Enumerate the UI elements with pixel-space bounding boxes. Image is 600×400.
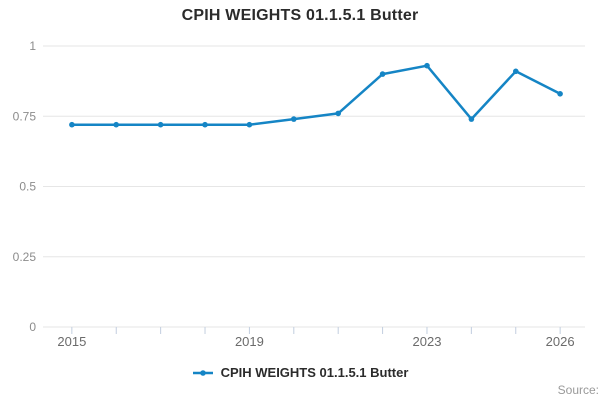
data-point-marker: [202, 121, 208, 128]
data-point-marker: [113, 121, 119, 128]
legend-dot: [199, 369, 206, 376]
legend-line-marker-icon: [192, 369, 213, 376]
y-tick-label: 0.25: [13, 250, 37, 264]
data-point-marker: [69, 121, 75, 128]
data-point-marker: [157, 121, 164, 128]
x-tick-label: 2015: [57, 334, 86, 349]
data-point-marker: [335, 110, 342, 117]
x-tick-label: 2026: [546, 334, 575, 349]
source-note: Source:: [557, 383, 599, 397]
chart-title: CPIH WEIGHTS 01.1.5.1 Butter: [181, 7, 419, 24]
x-tick-label: 2019: [235, 334, 264, 349]
legend-label: CPIH WEIGHTS 01.1.5.1 Butter: [220, 365, 409, 380]
y-tick-label: 1: [29, 39, 36, 53]
x-tick-label: 2023: [413, 334, 442, 349]
data-point-marker: [291, 116, 297, 122]
line-series: [70, 64, 562, 126]
y-tick-label: 0.75: [13, 109, 37, 123]
y-tick-label: 0: [29, 320, 36, 334]
data-point-marker: [557, 91, 563, 97]
data-point-marker: [513, 68, 519, 75]
legend: CPIH WEIGHTS 01.1.5.1 Butter: [0, 365, 600, 380]
y-tick-label: 0.5: [19, 180, 36, 194]
data-point-marker: [379, 71, 386, 77]
data-point-marker: [246, 121, 253, 128]
data-point-marker: [468, 116, 475, 122]
data-point-marker: [424, 62, 430, 69]
